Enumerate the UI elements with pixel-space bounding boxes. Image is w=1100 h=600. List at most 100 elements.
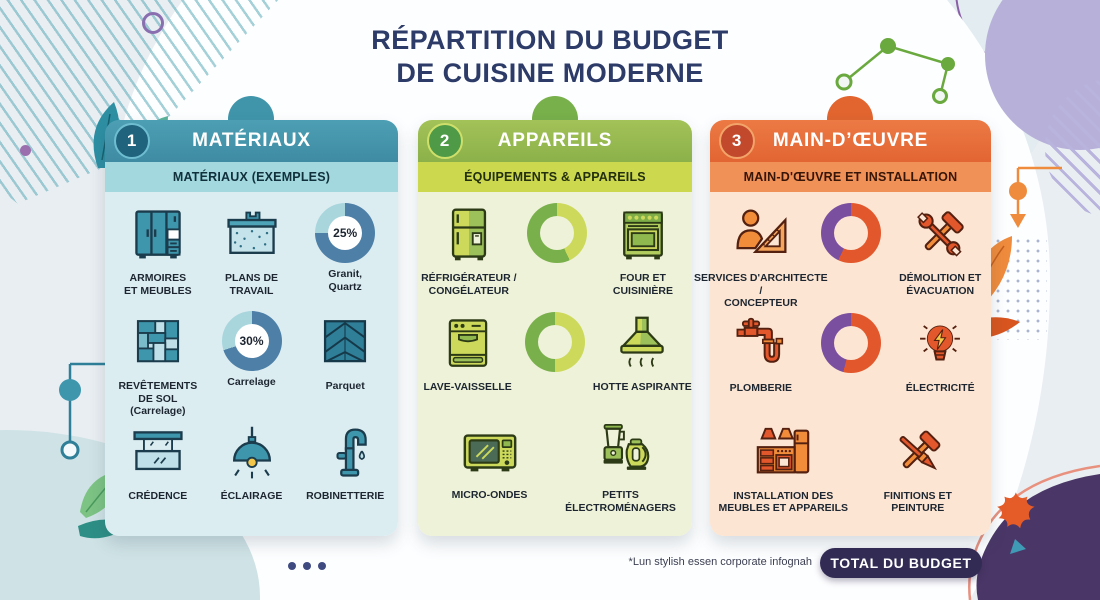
donut-chart-icon [820, 203, 881, 263]
row: PLOMBERIE ÉLECTRICITÉ [716, 310, 985, 418]
item-architecte: SERVICES D'ARCHITECTE / CONCEPTEUR [694, 200, 828, 310]
item-label: FOUR ET CUISINIÈRE [612, 272, 673, 297]
item-four-cuisiniere: FOUR ET CUISINIÈRE [600, 200, 686, 309]
item-finitions: FINITIONS ET PEINTURE [851, 418, 986, 526]
item-parquet: Parquet [298, 308, 392, 418]
item-label: HOTTE ASPIRANTE [592, 380, 692, 393]
item-granit-quartz: 25% Granit, Quartz [298, 200, 392, 308]
row: MICRO-ONDES [424, 417, 686, 526]
item-carrelage: 30% Carrelage [205, 308, 299, 418]
item-robinetterie: ROBINETTERIE [298, 418, 392, 526]
item-micro-ondes: MICRO-ONDES [424, 417, 555, 526]
item-label: MICRO-ONDES [451, 489, 528, 502]
faucet-icon [315, 421, 375, 485]
item-armoires: ARMOIRES ET MEUBLES [111, 200, 205, 308]
item-label: Carrelage [227, 376, 276, 389]
donut-chart [514, 200, 600, 309]
item-eclairage: ÉCLAIRAGE [205, 418, 299, 526]
pendant-light-icon [222, 421, 282, 485]
pagination-dot [288, 562, 296, 570]
page-title: RÉPARTITION DU BUDGET DE CUISINE MODERNE [0, 24, 1100, 90]
footer-note: *Lun stylish essen corporate infognah [628, 556, 812, 568]
hammer-wrench-icon [910, 203, 970, 267]
kitchen-installation-icon [752, 421, 814, 485]
donut-chart [806, 200, 896, 310]
row: CRÉDENCE ÉCLAIRAGE [111, 418, 392, 526]
item-label: SERVICES D'ARCHITECTE / CONCEPTEUR [694, 272, 828, 310]
fridge-icon [439, 203, 499, 267]
item-label: ARMOIRES ET MEUBLES [124, 272, 192, 297]
card-materiaux-title: MATÉRIAUX [192, 130, 311, 151]
number-badge-1: 1 [114, 123, 150, 159]
row: SERVICES D'ARCHITECTE / CONCEPTEUR [694, 200, 985, 310]
card-materiaux-header: 1 MATÉRIAUX [105, 120, 398, 162]
item-label: FINITIONS ET PEINTURE [883, 489, 952, 515]
donut-chart-icon: 25% [315, 203, 376, 263]
pagination-dot [318, 562, 326, 570]
donut-chart-icon: 30% [221, 311, 282, 372]
purple-dot-decor [20, 145, 31, 156]
item-label: Granit, Quartz [328, 268, 363, 293]
item-refrigerateur: RÉFRIGÉRATEUR / CONGÉLATEUR [421, 200, 517, 309]
card-appareils-header: 2 APPAREILS [418, 120, 692, 162]
item-label: LAVE-VAISSELLE [423, 380, 512, 393]
architect-icon [731, 203, 791, 267]
hammer-brush-icon [888, 421, 948, 485]
row: ARMOIRES ET MEUBLES [111, 200, 392, 308]
microwave-icon [459, 420, 521, 484]
card-main-doeuvre: 3 MAIN-D’ŒUVRE MAIN-D'ŒUVRE ET INSTALLAT… [694, 120, 991, 536]
item-demolition: DÉMOLITION ET ÉVACUATION [895, 200, 985, 310]
donut-value: 25% [333, 226, 358, 240]
donut-chart [511, 309, 598, 418]
card-appareils-subtitle: ÉQUIPEMENTS & APPAREILS [418, 162, 692, 192]
number-badge-3: 3 [719, 123, 755, 159]
title-line-1: RÉPARTITION DU BUDGET [371, 25, 729, 55]
row: REVÊTEMENTS DE SOL (Carrelage) 30% Carre… [111, 308, 392, 418]
item-label: ROBINETTERIE [306, 489, 385, 502]
item-label: CRÉDENCE [128, 489, 188, 502]
donut-chart-icon [524, 311, 585, 372]
teal-triangle-decor [1010, 539, 1026, 554]
item-plomberie: PLOMBERIE [716, 310, 806, 418]
teal-flowline-decor [59, 362, 127, 460]
donut-chart-icon [526, 203, 587, 263]
item-electricite: ÉLECTRICITÉ [895, 310, 985, 418]
item-label: PLOMBERIE [729, 381, 793, 394]
pagination-dots [288, 562, 326, 570]
item-installation: INSTALLATION DES MEUBLES ET APPAREILS [716, 418, 851, 526]
number-badge-2: 2 [427, 123, 463, 159]
item-credence: CRÉDENCE [111, 418, 205, 526]
card-main-doeuvre-subtitle: MAIN-D'ŒUVRE ET INSTALLATION [710, 162, 991, 192]
card-main-doeuvre-title: MAIN-D’ŒUVRE [772, 130, 929, 151]
item-lave-vaisselle: LAVE-VAISSELLE [424, 309, 512, 418]
item-label: PETITS ÉLECTROMÉNAGERS [565, 489, 676, 514]
small-appliances-icon [590, 420, 652, 484]
item-label: RÉFRIGÉRATEUR / CONGÉLATEUR [421, 272, 517, 297]
item-label: ÉLECTRICITÉ [905, 381, 975, 394]
row: LAVE-VAISSELLE [424, 309, 692, 418]
card-materiaux-body: ARMOIRES ET MEUBLES [105, 192, 398, 536]
cabinet-icon [128, 203, 188, 267]
parquet-icon [316, 311, 374, 375]
item-label: INSTALLATION DES MEUBLES ET APPAREILS [718, 489, 848, 515]
countertop-icon [222, 203, 282, 267]
total-budget-button[interactable]: TOTAL DU BUDGET [820, 548, 982, 578]
dishwasher-icon [439, 312, 497, 376]
floor-tiles-icon [129, 311, 187, 375]
item-petits-electromenagers: PETITS ÉLECTROMÉNAGERS [555, 417, 686, 526]
card-materiaux-subtitle: MATÉRIAUX (EXEMPLES) [105, 162, 398, 192]
lightbulb-icon [911, 313, 969, 377]
range-hood-icon [612, 312, 672, 376]
item-label: ÉCLAIRAGE [220, 489, 283, 502]
card-main-doeuvre-header: 3 MAIN-D’ŒUVRE [710, 120, 991, 162]
plumbing-icon [732, 313, 790, 377]
pagination-dot [303, 562, 311, 570]
item-revetements-sol: REVÊTEMENTS DE SOL (Carrelage) [111, 308, 205, 418]
item-label: DÉMOLITION ET ÉVACUATION [899, 272, 982, 297]
item-label: REVÊTEMENTS DE SOL (Carrelage) [118, 380, 198, 418]
item-plans-de-travail: PLANS DE TRAVAIL [205, 200, 299, 308]
card-appareils-title: APPAREILS [497, 130, 613, 151]
donut-value: 30% [239, 334, 264, 349]
row: RÉFRIGÉRATEUR / CONGÉLATEUR [421, 200, 686, 309]
